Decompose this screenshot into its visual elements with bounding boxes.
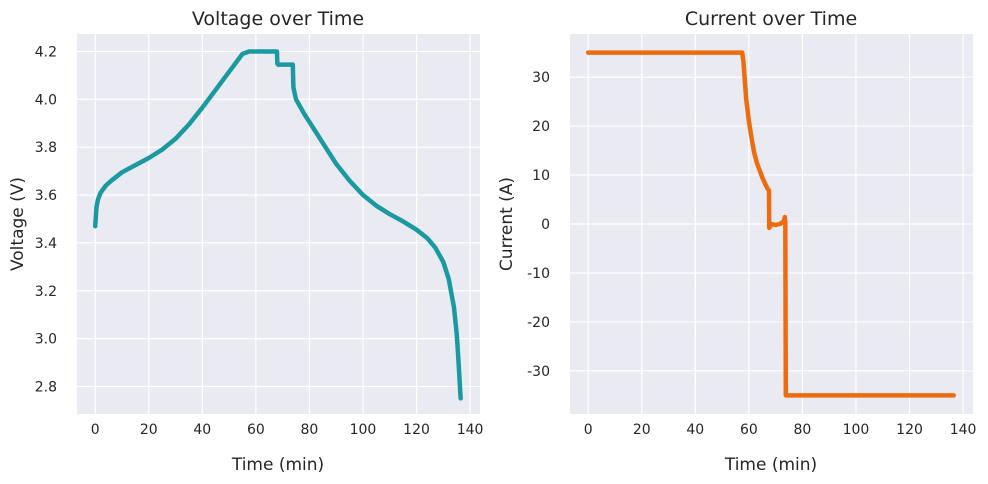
voltage-x-tick-label: 80	[301, 422, 319, 438]
current-x-tick-label: 60	[740, 422, 758, 438]
voltage-y-axis-label: Voltage (V)	[8, 177, 28, 271]
current-x-tick-label: 140	[950, 422, 977, 438]
current-x-axis-label: Time (min)	[724, 455, 817, 475]
current-y-tick-label: -20	[527, 315, 550, 331]
voltage-x-tick-label: 120	[403, 422, 430, 438]
voltage-plot-area	[77, 34, 480, 414]
current-series-line	[585, 50, 956, 398]
voltage-x-tick-label: 20	[140, 422, 158, 438]
voltage-x-tick-label: 140	[457, 422, 484, 438]
current-chart: 0 20 40 60 80 100 120 140 -30 -20 -10 0 10 20 30 Curr…	[497, 8, 976, 475]
current-chart-title: Current over Time	[685, 8, 857, 30]
voltage-x-tick-label: 40	[193, 422, 211, 438]
current-y-axis-label: Current (A)	[497, 177, 517, 271]
voltage-y-tick-label: 3.2	[35, 284, 57, 300]
current-y-tick-label: 0	[541, 217, 550, 233]
voltage-x-axis-label: Time (min)	[231, 455, 324, 475]
current-x-tick-label: 20	[633, 422, 651, 438]
voltage-x-tick-label: 100	[350, 422, 377, 438]
current-x-tick-label: 100	[843, 422, 870, 438]
current-y-tick-label: -30	[527, 364, 550, 380]
current-y-tick-label: 10	[532, 168, 550, 184]
voltage-y-tick-label: 4.0	[35, 92, 57, 108]
voltage-y-tick-label: 3.8	[35, 140, 57, 156]
voltage-y-tick-label: 3.6	[35, 188, 57, 204]
voltage-chart: 0 20 40 60 80 100 120 140 2.8 3.0 3.2 3.4 3.6 3.8 4.0…	[8, 8, 483, 475]
voltage-y-tick-label: 3.0	[35, 332, 57, 348]
voltage-y-tick-label: 4.2	[35, 44, 57, 60]
current-y-tick-label: -10	[527, 266, 550, 282]
voltage-chart-title: Voltage over Time	[192, 8, 364, 30]
current-x-tick-label: 0	[584, 422, 593, 438]
voltage-x-tick-label: 0	[91, 422, 100, 438]
current-y-tick-label: 30	[532, 70, 550, 86]
voltage-y-tick-label: 3.4	[35, 236, 57, 252]
current-x-tick-label: 80	[794, 422, 812, 438]
current-x-tick-label: 40	[686, 422, 704, 438]
current-x-tick-label: 120	[896, 422, 923, 438]
voltage-y-tick-label: 2.8	[35, 379, 57, 395]
voltage-series-line	[92, 49, 463, 401]
current-y-tick-label: 20	[532, 119, 550, 135]
voltage-x-tick-label: 60	[247, 422, 265, 438]
